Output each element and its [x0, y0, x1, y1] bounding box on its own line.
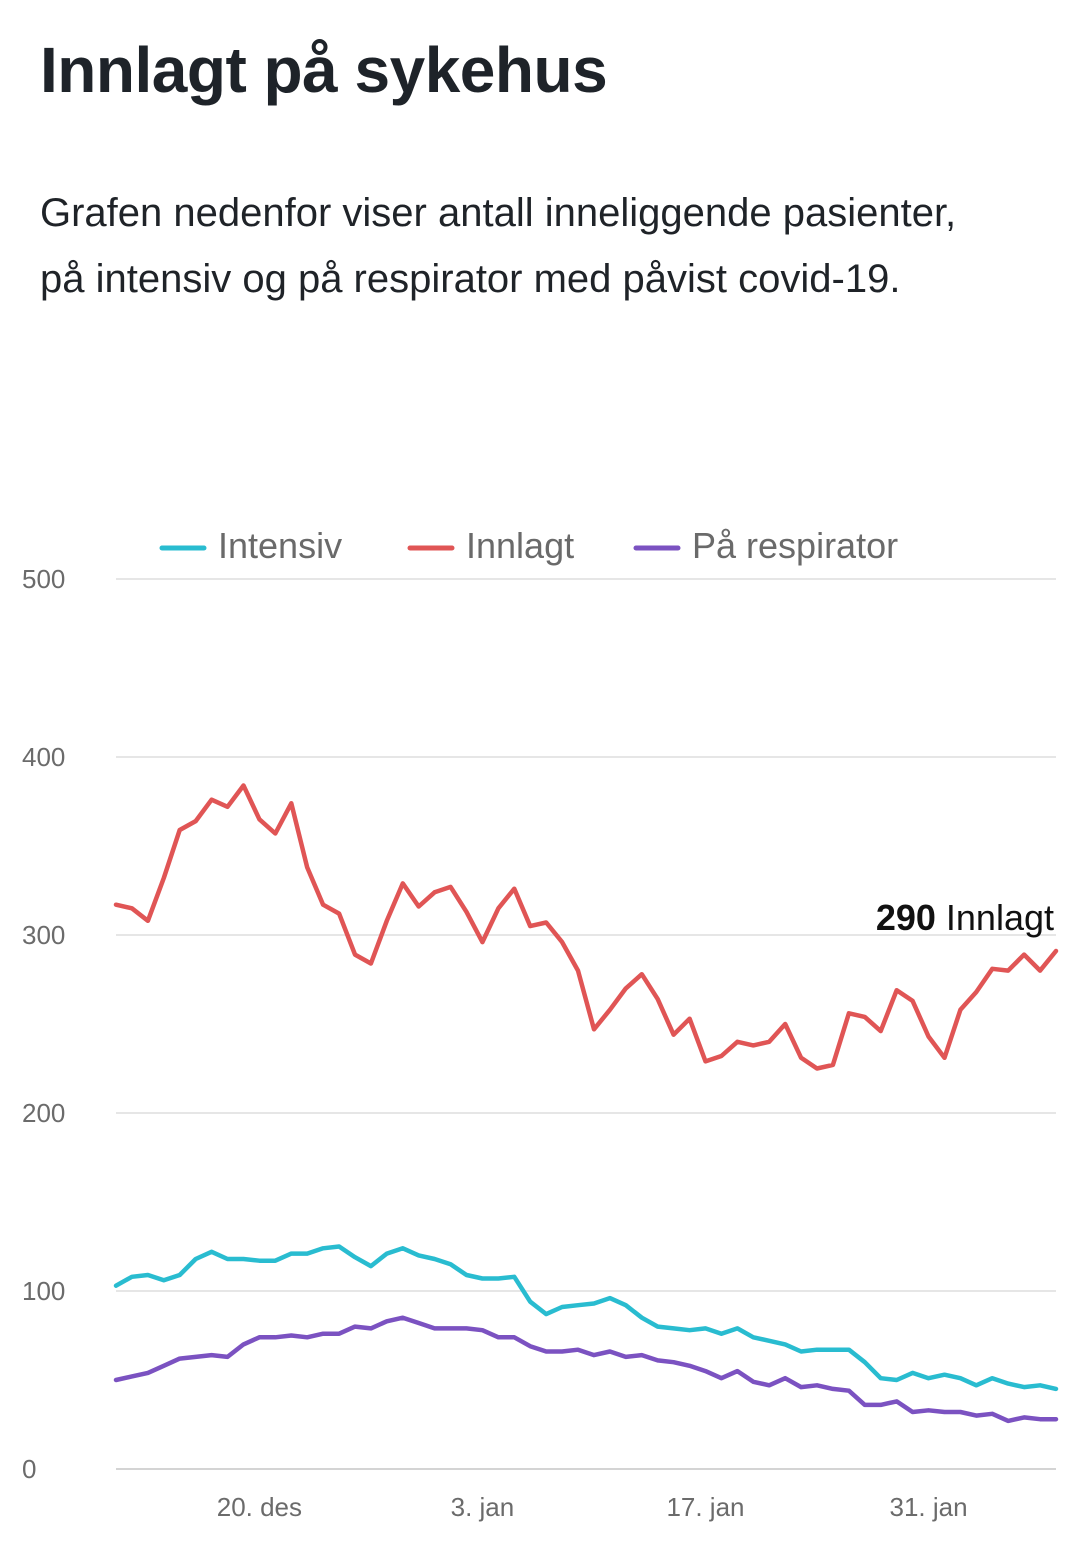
- x-axis: 20. des 3. jan 17. jan 31. jan: [217, 1492, 968, 1522]
- annotation: 290 Innlagt: [876, 897, 1054, 938]
- legend-label: På respirator: [692, 525, 898, 566]
- y-axis: 0 100 200 300 400 500: [22, 564, 65, 1484]
- x-tick-label: 31. jan: [890, 1492, 968, 1522]
- x-tick-label: 20. des: [217, 1492, 302, 1522]
- y-tick-label: 300: [22, 920, 65, 950]
- x-tick-label: 3. jan: [451, 1492, 515, 1522]
- series-line: [113, 1244, 1059, 1392]
- legend-label: Innlagt: [466, 525, 574, 566]
- page-title: Innlagt på sykehus: [40, 34, 608, 106]
- series-line: [113, 1315, 1059, 1424]
- legend: Intensiv Innlagt På respirator: [159, 525, 898, 566]
- x-tick-label: 17. jan: [666, 1492, 744, 1522]
- annotation-text: 290 Innlagt: [876, 897, 1054, 938]
- gridlines: [116, 578, 1056, 1470]
- y-tick-label: 200: [22, 1098, 65, 1128]
- y-tick-label: 0: [22, 1454, 36, 1484]
- series-line: [113, 783, 1059, 1071]
- page-description: Grafen nedenfor viser antall inneliggend…: [40, 191, 957, 301]
- hospitalization-chart: Intensiv Innlagt På respirator 0 100 200 300 4…: [22, 525, 1059, 1522]
- legend-label: Intensiv: [218, 525, 342, 566]
- y-tick-label: 500: [22, 564, 65, 594]
- annotation-label: Innlagt: [936, 897, 1054, 938]
- y-tick-label: 100: [22, 1276, 65, 1306]
- plot-lines: [113, 783, 1059, 1424]
- y-tick-label: 400: [22, 742, 65, 772]
- annotation-value: 290: [876, 897, 936, 938]
